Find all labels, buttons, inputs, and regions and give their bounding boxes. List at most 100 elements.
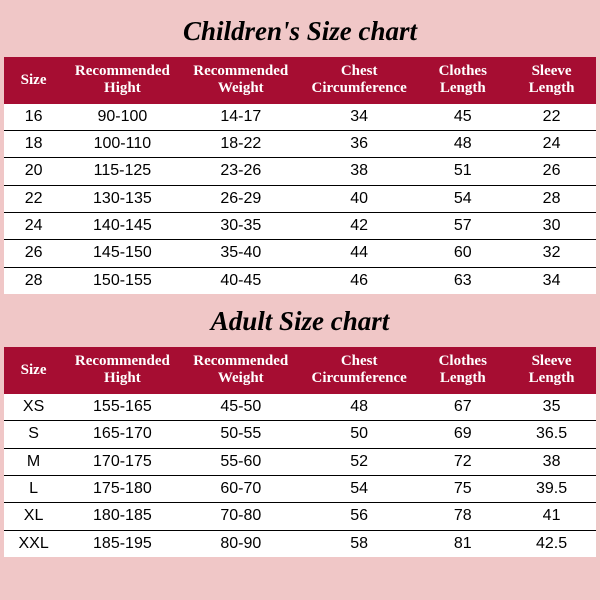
table-cell: 35-40: [182, 240, 300, 267]
table-cell: 44: [300, 240, 418, 267]
table-cell: 165-170: [63, 421, 181, 448]
table-cell: XL: [4, 503, 63, 530]
table-cell: 24: [507, 130, 596, 157]
table-cell: 130-135: [63, 185, 181, 212]
table-cell: 69: [418, 421, 507, 448]
table-cell: L: [4, 475, 63, 502]
table-row: 20115-12523-26385126: [4, 158, 596, 185]
table-cell: 67: [418, 394, 507, 421]
table-cell: 46: [300, 267, 418, 294]
adult-table-header: Size RecommendedHight RecommendedWeight …: [4, 347, 596, 394]
table-row: XXL185-19580-90588142.5: [4, 530, 596, 557]
table-cell: 42: [300, 213, 418, 240]
table-row: M170-17555-60527238: [4, 448, 596, 475]
table-cell: 45-50: [182, 394, 300, 421]
table-cell: 28: [507, 185, 596, 212]
table-cell: 36.5: [507, 421, 596, 448]
col-clothes: ClothesLength: [418, 57, 507, 104]
table-cell: 48: [418, 130, 507, 157]
size-chart-container: Children's Size chart Size RecommendedHi…: [0, 0, 600, 600]
children-chart-title: Children's Size chart: [4, 4, 596, 57]
col-hight: RecommendedHight: [63, 57, 181, 104]
col-weight: RecommendedWeight: [182, 347, 300, 394]
table-cell: 30-35: [182, 213, 300, 240]
table-cell: 18: [4, 130, 63, 157]
table-cell: 72: [418, 448, 507, 475]
table-cell: 36: [300, 130, 418, 157]
table-cell: 100-110: [63, 130, 181, 157]
table-cell: 23-26: [182, 158, 300, 185]
table-cell: 60: [418, 240, 507, 267]
table-cell: 180-185: [63, 503, 181, 530]
adult-size-table: Size RecommendedHight RecommendedWeight …: [4, 347, 596, 557]
table-row: 24140-14530-35425730: [4, 213, 596, 240]
table-cell: 115-125: [63, 158, 181, 185]
col-sleeve: SleeveLength: [507, 347, 596, 394]
table-cell: 60-70: [182, 475, 300, 502]
table-cell: 56: [300, 503, 418, 530]
table-cell: 52: [300, 448, 418, 475]
table-cell: 170-175: [63, 448, 181, 475]
table-cell: 54: [300, 475, 418, 502]
table-cell: 185-195: [63, 530, 181, 557]
table-cell: 55-60: [182, 448, 300, 475]
table-cell: 155-165: [63, 394, 181, 421]
table-cell: 38: [300, 158, 418, 185]
table-cell: 42.5: [507, 530, 596, 557]
table-cell: 54: [418, 185, 507, 212]
table-cell: 38: [507, 448, 596, 475]
table-cell: 81: [418, 530, 507, 557]
table-cell: 41: [507, 503, 596, 530]
table-cell: 50: [300, 421, 418, 448]
table-row: S165-17050-55506936.5: [4, 421, 596, 448]
table-cell: 75: [418, 475, 507, 502]
table-cell: 20: [4, 158, 63, 185]
table-cell: 145-150: [63, 240, 181, 267]
table-cell: 45: [418, 104, 507, 131]
table-cell: 51: [418, 158, 507, 185]
table-cell: 39.5: [507, 475, 596, 502]
table-cell: 35: [507, 394, 596, 421]
table-cell: 22: [4, 185, 63, 212]
col-chest: ChestCircumference: [300, 57, 418, 104]
table-cell: 58: [300, 530, 418, 557]
table-cell: S: [4, 421, 63, 448]
table-cell: 32: [507, 240, 596, 267]
table-cell: 40-45: [182, 267, 300, 294]
table-cell: 90-100: [63, 104, 181, 131]
table-row: 26145-15035-40446032: [4, 240, 596, 267]
table-cell: 50-55: [182, 421, 300, 448]
table-cell: 70-80: [182, 503, 300, 530]
table-cell: 30: [507, 213, 596, 240]
table-row: 22130-13526-29405428: [4, 185, 596, 212]
table-row: XS155-16545-50486735: [4, 394, 596, 421]
children-table-header: Size RecommendedHight RecommendedWeight …: [4, 57, 596, 104]
table-cell: 48: [300, 394, 418, 421]
adult-table-body: XS155-16545-50486735S165-17050-55506936.…: [4, 394, 596, 557]
table-cell: 14-17: [182, 104, 300, 131]
table-cell: XXL: [4, 530, 63, 557]
table-cell: 26-29: [182, 185, 300, 212]
col-clothes: ClothesLength: [418, 347, 507, 394]
table-cell: 26: [4, 240, 63, 267]
table-cell: 78: [418, 503, 507, 530]
table-cell: 28: [4, 267, 63, 294]
col-size: Size: [4, 57, 63, 104]
table-cell: M: [4, 448, 63, 475]
table-cell: 24: [4, 213, 63, 240]
col-chest: ChestCircumference: [300, 347, 418, 394]
col-weight: RecommendedWeight: [182, 57, 300, 104]
children-size-table: Size RecommendedHight RecommendedWeight …: [4, 57, 596, 294]
table-row: XL180-18570-80567841: [4, 503, 596, 530]
children-table-body: 1690-10014-1734452218100-11018-223648242…: [4, 104, 596, 295]
table-row: 1690-10014-17344522: [4, 104, 596, 131]
table-cell: 63: [418, 267, 507, 294]
table-cell: 40: [300, 185, 418, 212]
table-row: 18100-11018-22364824: [4, 130, 596, 157]
table-row: 28150-15540-45466334: [4, 267, 596, 294]
col-sleeve: SleeveLength: [507, 57, 596, 104]
adult-chart-title: Adult Size chart: [4, 294, 596, 347]
table-cell: 57: [418, 213, 507, 240]
table-cell: 26: [507, 158, 596, 185]
table-cell: 140-145: [63, 213, 181, 240]
